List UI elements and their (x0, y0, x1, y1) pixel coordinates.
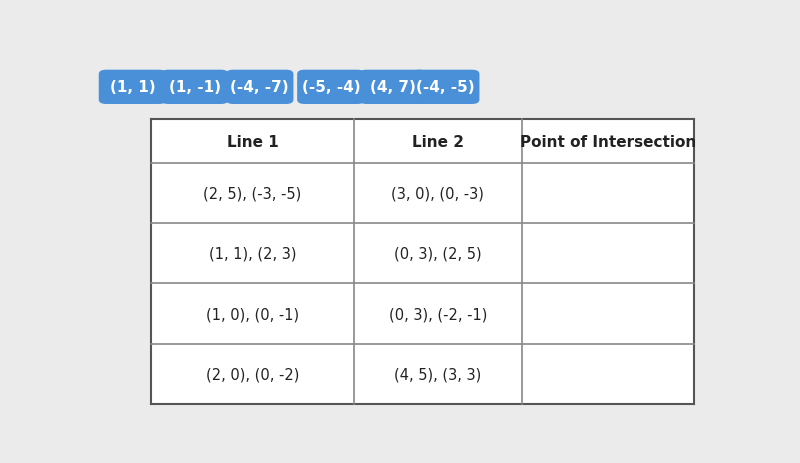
Text: Line 2: Line 2 (412, 134, 464, 149)
Text: (2, 5), (-3, -5): (2, 5), (-3, -5) (203, 187, 302, 201)
FancyBboxPatch shape (161, 70, 228, 105)
Text: (2, 0), (0, -2): (2, 0), (0, -2) (206, 367, 299, 382)
Text: (1, 1): (1, 1) (110, 80, 155, 95)
FancyBboxPatch shape (412, 70, 479, 105)
Text: Point of Intersection: Point of Intersection (520, 134, 696, 149)
Text: (-4, -5): (-4, -5) (416, 80, 475, 95)
Text: (3, 0), (0, -3): (3, 0), (0, -3) (391, 187, 484, 201)
Bar (151, 120, 694, 404)
Text: (-4, -7): (-4, -7) (230, 80, 289, 95)
Text: (0, 3), (2, 5): (0, 3), (2, 5) (394, 246, 482, 261)
FancyBboxPatch shape (98, 70, 166, 105)
Text: (1, -1): (1, -1) (169, 80, 221, 95)
Text: (1, 1), (2, 3): (1, 1), (2, 3) (209, 246, 296, 261)
Text: (0, 3), (-2, -1): (0, 3), (-2, -1) (389, 307, 487, 321)
Text: (-5, -4): (-5, -4) (302, 80, 360, 95)
FancyBboxPatch shape (359, 70, 426, 105)
Text: (4, 7): (4, 7) (370, 80, 416, 95)
Text: (4, 5), (3, 3): (4, 5), (3, 3) (394, 367, 482, 382)
Text: Line 1: Line 1 (226, 134, 278, 149)
Text: (1, 0), (0, -1): (1, 0), (0, -1) (206, 307, 299, 321)
FancyBboxPatch shape (226, 70, 294, 105)
FancyBboxPatch shape (297, 70, 365, 105)
